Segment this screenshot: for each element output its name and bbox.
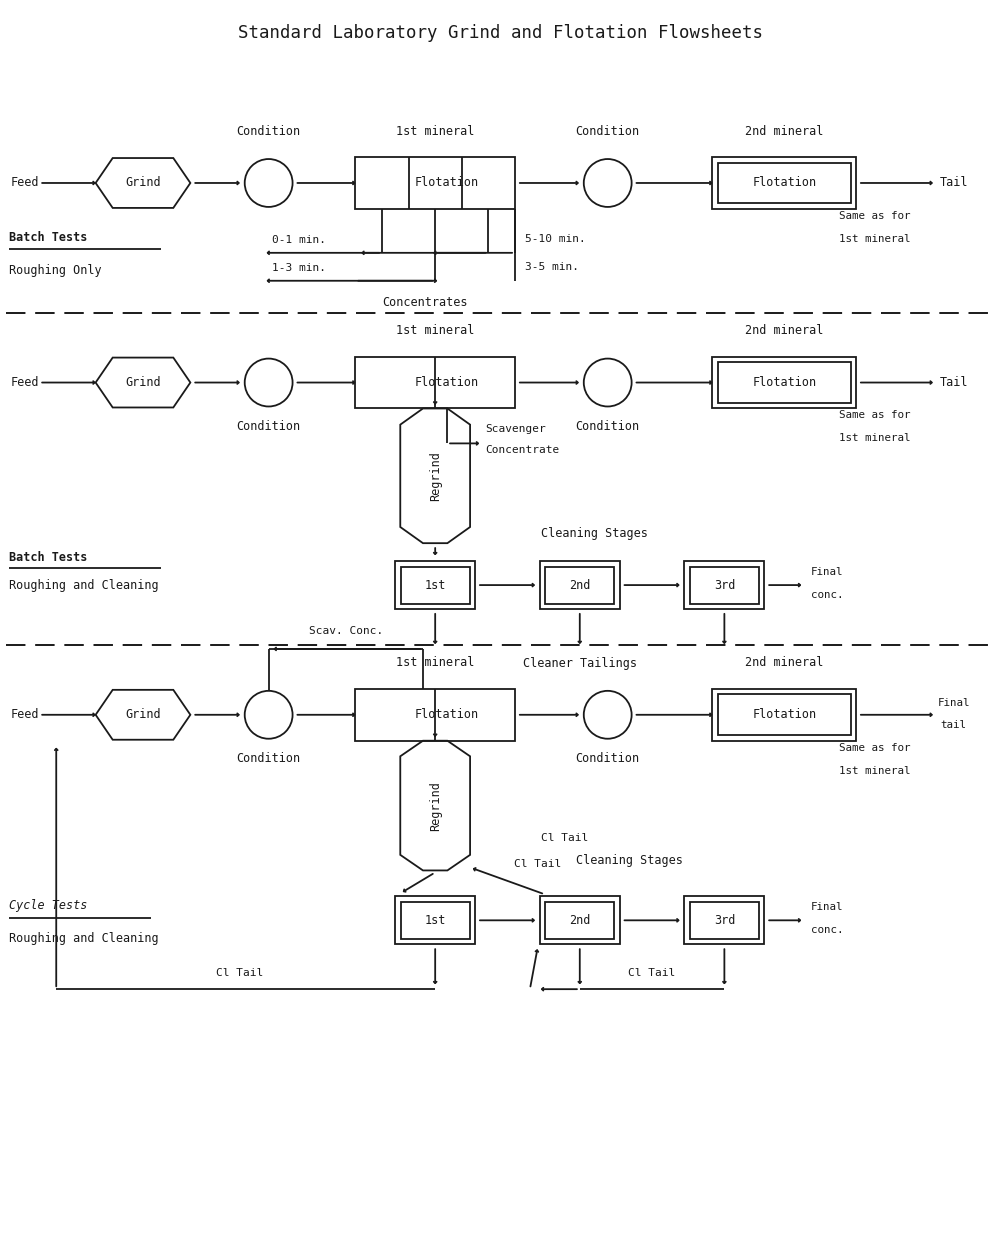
Bar — [395, 897, 475, 944]
Text: 1st mineral: 1st mineral — [839, 766, 911, 776]
Bar — [712, 157, 856, 209]
Text: Scav. Conc.: Scav. Conc. — [309, 626, 383, 636]
Text: Flotation: Flotation — [752, 709, 816, 721]
Bar — [712, 689, 856, 741]
Text: 2nd mineral: 2nd mineral — [745, 324, 823, 338]
Bar — [545, 567, 614, 604]
Text: Condition: Condition — [576, 419, 640, 433]
Text: Condition: Condition — [576, 752, 640, 766]
Bar — [684, 897, 764, 944]
Bar — [545, 902, 614, 939]
Text: Flotation: Flotation — [415, 177, 479, 189]
Text: Roughing and Cleaning: Roughing and Cleaning — [9, 579, 159, 591]
Text: 3rd: 3rd — [714, 914, 735, 927]
Text: 2nd: 2nd — [569, 914, 590, 927]
Bar — [401, 567, 470, 604]
Text: Grind: Grind — [125, 376, 161, 388]
Text: Batch Tests: Batch Tests — [9, 231, 88, 245]
Text: Grind: Grind — [125, 177, 161, 189]
Text: tail: tail — [941, 720, 967, 730]
Text: Cycle Tests: Cycle Tests — [9, 899, 88, 912]
Text: Flotation: Flotation — [752, 376, 816, 388]
Text: Feed: Feed — [11, 376, 39, 388]
Text: Tail: Tail — [939, 177, 968, 189]
Text: Regrind: Regrind — [429, 450, 442, 501]
Text: Final: Final — [937, 698, 970, 708]
Text: Same as for: Same as for — [839, 411, 911, 421]
Text: 2nd: 2nd — [569, 579, 590, 591]
Text: Regrind: Regrind — [429, 781, 442, 830]
Text: 1st: 1st — [424, 579, 446, 591]
Text: Condition: Condition — [237, 125, 301, 137]
Text: Cl Tail: Cl Tail — [541, 833, 588, 842]
Text: 1-3 min.: 1-3 min. — [272, 262, 326, 273]
Text: Concentrate: Concentrate — [485, 445, 559, 455]
Text: Final: Final — [811, 902, 844, 913]
Text: Flotation: Flotation — [415, 709, 479, 721]
Text: Condition: Condition — [576, 125, 640, 137]
Text: 5-10 min.: 5-10 min. — [525, 234, 586, 244]
Text: 3rd: 3rd — [714, 579, 735, 591]
Text: Grind: Grind — [125, 709, 161, 721]
Text: Cl Tail: Cl Tail — [216, 969, 264, 978]
Bar — [540, 562, 620, 609]
Bar — [690, 567, 759, 604]
Text: Flotation: Flotation — [752, 177, 816, 189]
Text: 2nd mineral: 2nd mineral — [745, 657, 823, 669]
Bar — [690, 902, 759, 939]
Bar — [355, 356, 515, 408]
Text: Flotation: Flotation — [415, 376, 479, 388]
Text: Scavenger: Scavenger — [485, 424, 546, 434]
Bar — [712, 356, 856, 408]
Text: Roughing and Cleaning: Roughing and Cleaning — [9, 931, 159, 945]
Text: Feed: Feed — [11, 709, 39, 721]
Text: Condition: Condition — [237, 419, 301, 433]
Text: conc.: conc. — [811, 590, 844, 600]
Text: Concentrates: Concentrates — [382, 296, 468, 309]
Bar — [355, 689, 515, 741]
Text: 1st mineral: 1st mineral — [396, 324, 474, 338]
Text: 2nd mineral: 2nd mineral — [745, 125, 823, 137]
Text: Cl Tail: Cl Tail — [514, 860, 561, 870]
Text: 1st mineral: 1st mineral — [396, 657, 474, 669]
Text: conc.: conc. — [811, 925, 844, 935]
Text: Same as for: Same as for — [839, 210, 911, 221]
Bar — [684, 562, 764, 609]
Text: Roughing Only: Roughing Only — [9, 265, 102, 277]
Text: 0-1 min.: 0-1 min. — [272, 235, 326, 245]
Bar — [718, 362, 851, 403]
Text: Cleaning Stages: Cleaning Stages — [576, 854, 683, 867]
Text: Standard Laboratory Grind and Flotation Flowsheets: Standard Laboratory Grind and Flotation … — [238, 25, 763, 42]
Text: 1st: 1st — [424, 914, 446, 927]
Text: 1st mineral: 1st mineral — [839, 234, 911, 244]
Text: Cleaner Tailings: Cleaner Tailings — [523, 657, 637, 670]
Text: 1st mineral: 1st mineral — [396, 125, 474, 137]
Bar — [401, 902, 470, 939]
Text: 3-5 min.: 3-5 min. — [525, 262, 579, 272]
Bar — [718, 162, 851, 203]
Bar — [355, 157, 515, 209]
Text: Cleaning Stages: Cleaning Stages — [541, 527, 648, 539]
Text: Condition: Condition — [237, 752, 301, 766]
Text: Final: Final — [811, 567, 844, 578]
Bar — [718, 694, 851, 735]
Text: 1st mineral: 1st mineral — [839, 433, 911, 443]
Bar — [540, 897, 620, 944]
Text: Tail: Tail — [939, 376, 968, 388]
Text: Feed: Feed — [11, 177, 39, 189]
Text: Same as for: Same as for — [839, 742, 911, 752]
Bar — [395, 562, 475, 609]
Text: Batch Tests: Batch Tests — [9, 550, 88, 564]
Text: Cl Tail: Cl Tail — [628, 969, 676, 978]
